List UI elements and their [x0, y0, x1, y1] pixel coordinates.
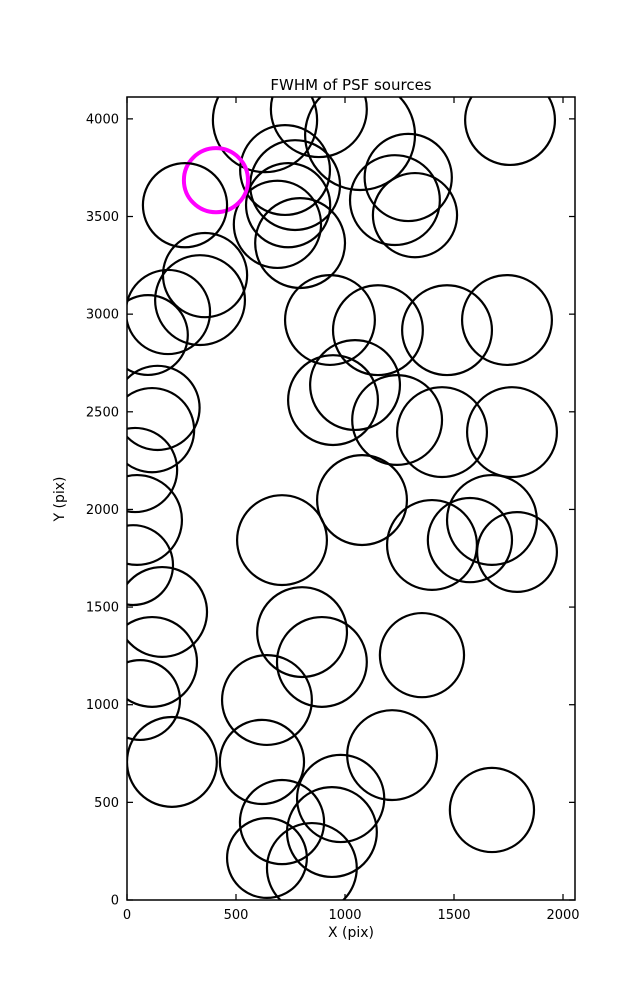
chart-title: FWHM of PSF sources — [270, 76, 431, 94]
psf-circle — [127, 364, 201, 452]
psf-circle — [239, 124, 332, 217]
psf-circle — [220, 654, 313, 747]
psf-circle — [238, 778, 326, 866]
psf-circle — [401, 284, 494, 377]
psf-circle — [465, 386, 559, 479]
y-tick-label: 1500 — [86, 601, 119, 616]
x-tick-label: 1000 — [328, 908, 361, 923]
psf-circle — [378, 611, 466, 699]
psf-circle — [285, 786, 378, 879]
psf-circle — [331, 284, 424, 377]
axes-frame — [126, 96, 576, 901]
psf-circle — [127, 268, 212, 356]
psf-circle — [445, 473, 538, 566]
y-tick-label: 0 — [111, 894, 119, 909]
psf-circle — [127, 565, 209, 658]
psf-circle — [464, 97, 557, 167]
plot-area — [127, 97, 575, 900]
psf-circle — [309, 339, 402, 432]
psf-circle — [295, 753, 386, 844]
y-axis-label: Y (pix) — [52, 477, 68, 523]
x-tick-label: 2000 — [546, 908, 579, 923]
y-tick-label: 2500 — [86, 405, 119, 420]
y-tick-label: 4000 — [86, 112, 119, 127]
ticks-layer: 0 500 1000 1500 2000 0 500 1000 1500 2000 2500 3000… — [86, 97, 580, 923]
y-tick-label: 500 — [94, 796, 119, 811]
psf-circle — [275, 615, 368, 708]
psf-circle — [244, 162, 332, 249]
x-tick-label: 0 — [123, 908, 131, 923]
circles-layer — [127, 97, 559, 900]
psf-circle — [127, 386, 196, 474]
psf-circle — [127, 294, 189, 377]
psf-circle — [363, 132, 453, 223]
psf-circle — [127, 473, 184, 566]
psf-circle — [265, 821, 358, 900]
psf-circle — [348, 154, 441, 247]
y-tick-label: 3000 — [86, 308, 119, 323]
psf-circle — [154, 254, 247, 347]
psf-circle — [127, 659, 182, 742]
psf-circle — [476, 511, 559, 594]
psf-circle — [127, 615, 199, 708]
psf-circle — [316, 454, 409, 547]
psf-circle — [371, 171, 459, 259]
psf-circle — [218, 718, 306, 806]
highlighted-psf-circle — [181, 146, 250, 215]
psf-circle — [211, 97, 319, 174]
x-axis-label: X (pix) — [328, 925, 374, 941]
psf-circle — [460, 274, 553, 367]
psf-circle — [448, 766, 536, 854]
psf-circle — [287, 354, 380, 447]
psf-circle — [269, 97, 368, 159]
psf-circle — [283, 274, 376, 367]
psf-circle — [127, 524, 175, 607]
psf-circle — [256, 586, 349, 679]
psf-circle — [396, 386, 489, 479]
psf-circle — [127, 426, 179, 514]
psf-circle — [141, 162, 229, 249]
y-tick-label: 2000 — [86, 503, 119, 518]
psf-circle — [232, 179, 323, 270]
y-tick-label: 1000 — [86, 698, 119, 713]
psf-circle — [127, 715, 218, 808]
x-tick-label: 500 — [224, 908, 249, 923]
psf-circle — [225, 817, 308, 900]
x-tick-label: 1500 — [437, 908, 470, 923]
psf-circle — [426, 496, 514, 584]
y-tick-label: 3500 — [86, 210, 119, 225]
psf-circle — [254, 197, 347, 290]
psf-circle — [351, 373, 444, 467]
psf-circle — [235, 494, 329, 587]
